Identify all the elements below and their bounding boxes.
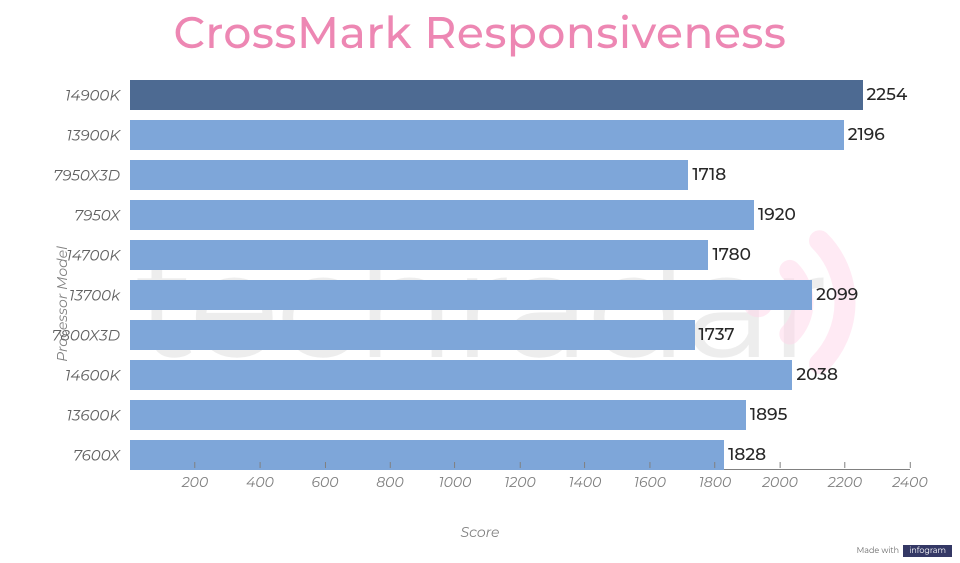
bar-value-label: 2038 <box>792 365 838 385</box>
y-tick-label: 13600K <box>66 406 130 425</box>
x-tick-label: 800 <box>376 469 403 491</box>
bar: 1895 <box>130 400 746 430</box>
x-tick-label: 1800 <box>699 469 732 491</box>
x-tick-label: 1400 <box>569 469 602 491</box>
y-tick-label: 7600X <box>73 446 130 465</box>
bar: 2196 <box>130 120 844 150</box>
y-tick-label: 7950X3D <box>53 166 130 185</box>
bar: 1737 <box>130 320 695 350</box>
bar-value-label: 1920 <box>754 205 796 225</box>
x-tick-label: 2400 <box>892 469 927 491</box>
bars-region: 14900K225413900K21967950X3D17187950X1920… <box>130 80 910 470</box>
bar-value-label: 2254 <box>863 85 908 105</box>
bar-value-label: 1780 <box>708 245 750 265</box>
bar: 2254 <box>130 80 863 110</box>
y-tick-label: 7950X <box>74 206 130 225</box>
x-tick-label: 400 <box>246 469 274 491</box>
y-tick-label: 14600K <box>65 366 130 385</box>
chart-plot: techradar Processor Model 14900K22541390… <box>0 68 960 539</box>
chart-title: CrossMark Responsiveness <box>0 0 960 64</box>
x-tick-label: 600 <box>311 469 338 491</box>
bar: 1718 <box>130 160 688 190</box>
bar: 2099 <box>130 280 812 310</box>
bar: 1780 <box>130 240 708 270</box>
x-tick-label: 1000 <box>439 469 472 491</box>
x-tick-label: 2000 <box>762 469 798 491</box>
bar-value-label: 1828 <box>724 445 766 465</box>
bar-value-label: 2196 <box>844 125 885 145</box>
bar: 1920 <box>130 200 754 230</box>
bar-value-label: 2099 <box>812 285 858 305</box>
x-tick-label: 200 <box>182 469 208 491</box>
y-tick-label: 7800X3D <box>52 326 130 345</box>
bar-value-label: 1718 <box>688 165 726 185</box>
attribution: Made with infogram <box>857 545 952 557</box>
y-tick-label: 13900K <box>66 126 130 145</box>
attribution-badge: infogram <box>903 545 952 557</box>
y-tick-label: 14700K <box>66 246 130 265</box>
bar: 2038 <box>130 360 792 390</box>
x-tick-label: 2200 <box>828 469 862 491</box>
x-tick-label: 1200 <box>504 469 536 491</box>
x-tick-label: 1600 <box>634 469 666 491</box>
attribution-prefix: Made with <box>857 546 899 556</box>
y-tick-label: 13700k <box>69 286 130 305</box>
bar: 1828 <box>130 440 724 470</box>
bar-value-label: 1737 <box>695 325 735 345</box>
y-tick-label: 14900K <box>65 86 130 105</box>
x-axis-title: Score <box>460 523 499 541</box>
bar-value-label: 1895 <box>746 405 788 425</box>
